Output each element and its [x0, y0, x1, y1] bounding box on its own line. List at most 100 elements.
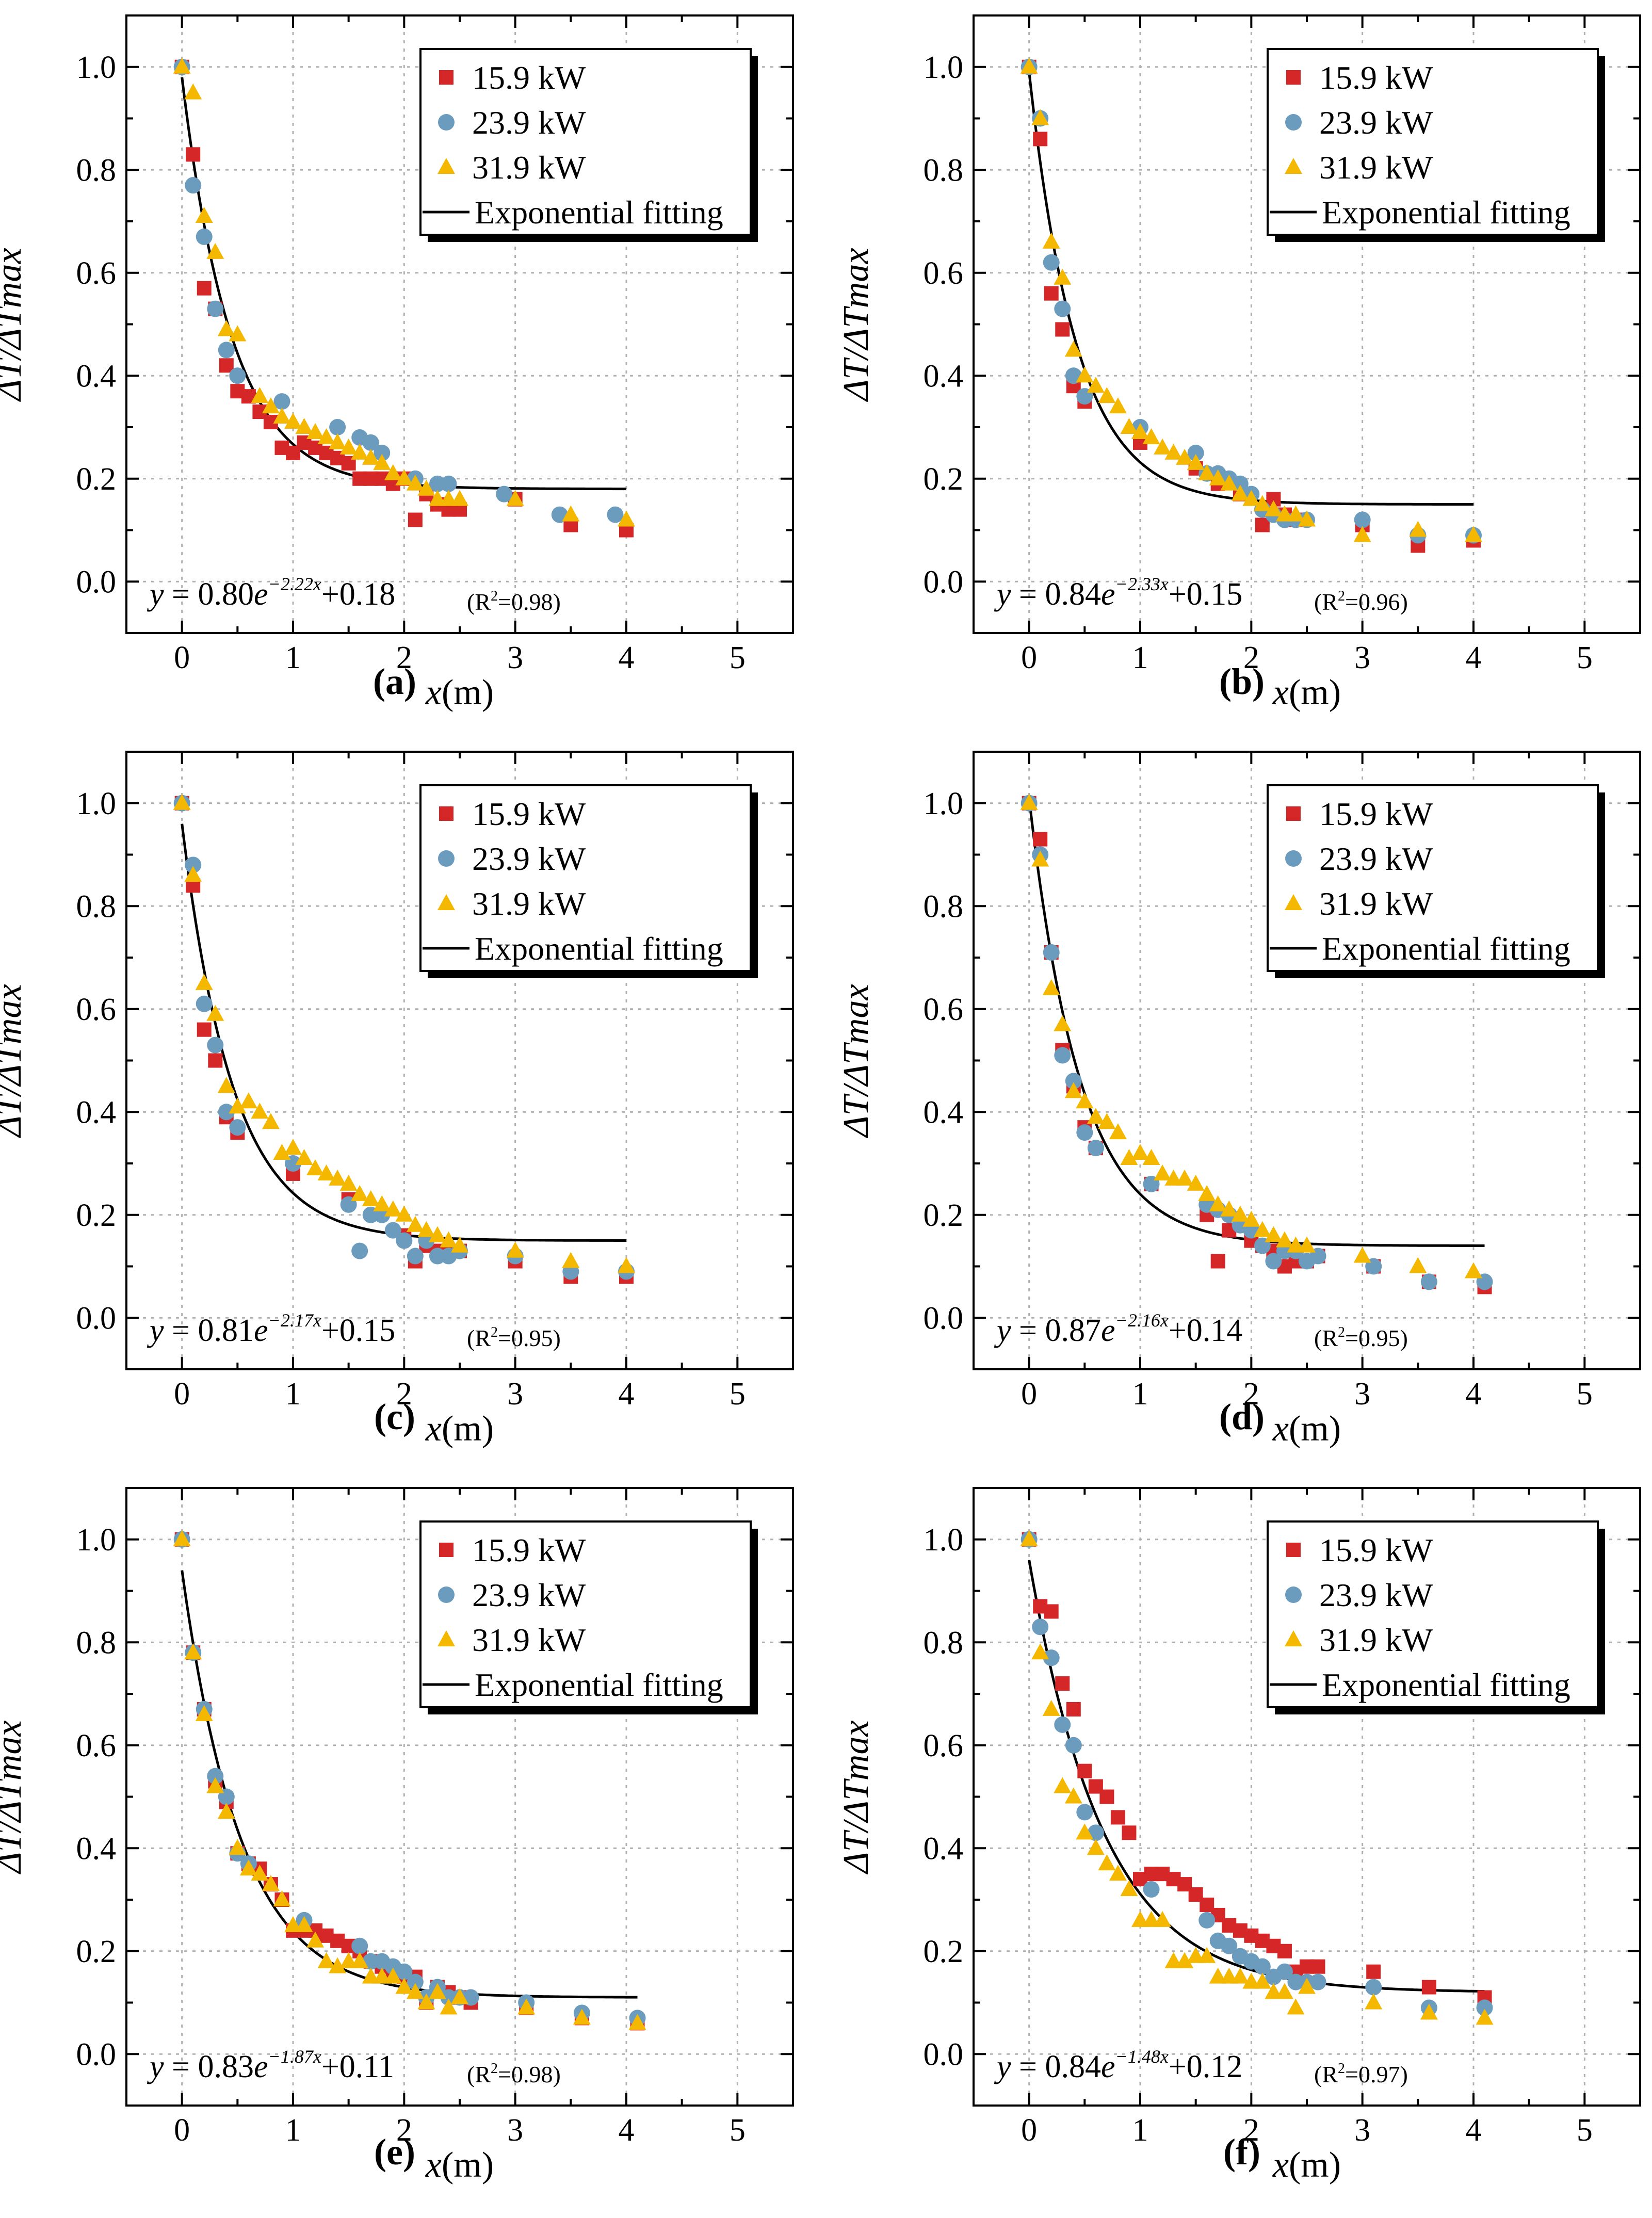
data-point-circle [229, 367, 246, 384]
r2-open: (R [467, 2061, 491, 2087]
data-point-triangle [1265, 1226, 1283, 1242]
x-tick-label: 3 [507, 1377, 523, 1412]
legend-marker-square [439, 70, 454, 85]
data-point-circle [1221, 1937, 1238, 1954]
data-point-circle [229, 1119, 246, 1136]
data-point-triangle [1253, 1221, 1271, 1237]
data-point-triangle [1465, 1262, 1482, 1278]
equation-eq: = [1011, 2049, 1045, 2084]
y-tick-label: 0.0 [924, 2037, 964, 2072]
data-point-triangle [251, 1865, 269, 1881]
equation-exponent: −2.16x [1115, 1310, 1169, 1331]
equation-e: e [1101, 1313, 1115, 1348]
x-tick-label: 4 [619, 1377, 635, 1412]
data-point-triangle [1287, 1998, 1305, 2015]
equation-e: e [254, 577, 268, 612]
x-tick-label: 1 [285, 2113, 301, 2148]
equation-a: 0.81 [198, 1313, 254, 1348]
data-point-triangle [1265, 500, 1283, 516]
x-axis-label-var: x [425, 1409, 442, 1449]
data-point-triangle [317, 1952, 335, 1968]
panel-caption: (c) [374, 1396, 415, 1437]
x-axis-label: x(m) [1272, 1409, 1341, 1449]
data-point-triangle [373, 1967, 391, 1984]
y-axis-label: ΔT/ΔTmax [0, 248, 29, 402]
data-point-triangle [1031, 109, 1049, 125]
x-axis-label-var: x [1272, 2145, 1289, 2185]
legend-box [1267, 784, 1599, 972]
r2-end: ) [1400, 589, 1407, 615]
data-point-circle [1198, 1912, 1216, 1929]
data-point-circle [1143, 1881, 1160, 1898]
data-point-triangle [1209, 1195, 1227, 1211]
data-point-triangle [1120, 1149, 1138, 1165]
data-point-triangle [1198, 1947, 1216, 1963]
panel-d: 0 1 2 3 4 5 0.0 0.2 0.4 0.6 0.8 1.0 x(m) ΔT/ΔTmax 15.9… [836, 751, 1641, 1449]
data-point-triangle [1064, 1787, 1082, 1804]
data-point-triangle [1042, 979, 1060, 995]
data-point-circle [196, 995, 213, 1012]
legend-marker-square [1286, 1543, 1301, 1557]
series-circle [1021, 1531, 1493, 2016]
data-point-triangle [1220, 474, 1238, 491]
data-point-square [1099, 1789, 1114, 1804]
x-axis-label-unit: (m) [442, 2145, 494, 2185]
y-axis-label: ΔT/ΔTmax [836, 984, 876, 1138]
data-point-triangle [329, 1169, 347, 1186]
data-point-circle [329, 419, 346, 435]
x-tick-label: 5 [730, 1377, 746, 1412]
legend-marker-triangle [1285, 158, 1302, 174]
data-point-triangle [1131, 1911, 1149, 1927]
data-point-triangle [284, 413, 302, 429]
data-point-triangle [1109, 1865, 1127, 1881]
data-point-circle [396, 1963, 413, 1980]
r2-end: ) [553, 2061, 560, 2087]
panel-caption: (a) [373, 661, 416, 702]
plot-frame [973, 751, 1641, 1370]
r2-eq: = [498, 589, 511, 615]
data-point-triangle [1187, 454, 1205, 470]
y-tick-label: 0.8 [924, 1625, 964, 1660]
legend-label: 31.9 kW [1319, 885, 1433, 922]
data-point-triangle [273, 1144, 291, 1160]
fit-equation: y = 0.84e−1.48x+0.12 [994, 2046, 1242, 2084]
y-tick-label: 0.6 [924, 1728, 964, 1763]
data-point-triangle [1265, 1983, 1283, 1999]
y-tick-label: 0.6 [924, 992, 964, 1027]
legend-label: 15.9 kW [472, 1532, 586, 1568]
data-point-circle [407, 1248, 424, 1265]
y-tick-label: 0.0 [76, 1301, 117, 1336]
data-point-triangle [1420, 2003, 1438, 2020]
equation-y: y [994, 2049, 1011, 2084]
data-point-circle [1254, 1958, 1271, 1975]
data-point-circle [1032, 1618, 1049, 1636]
data-point-triangle [1120, 418, 1138, 434]
legend-label: 23.9 kW [472, 840, 586, 877]
x-axis-label-unit: (m) [442, 1409, 494, 1449]
legend: 15.9 kW 23.9 kW 31.9 kW Exponential fitting [419, 784, 758, 978]
equation-y: y [147, 2049, 164, 2084]
data-point-triangle [1164, 443, 1183, 460]
data-point-triangle [1076, 366, 1094, 383]
data-point-triangle [217, 1077, 235, 1093]
x-tick-label: 3 [1354, 640, 1370, 675]
x-tick-label: 5 [1577, 2113, 1593, 2148]
x-tick-label: 4 [619, 640, 635, 675]
series-triangle [1020, 57, 1482, 542]
data-point-triangle [339, 438, 358, 455]
x-tick-label: 2 [396, 640, 412, 675]
x-tick-label: 1 [1132, 1377, 1148, 1412]
data-point-triangle [1042, 232, 1060, 249]
r2-sup: 2 [491, 1324, 498, 1340]
equation-c: +0.12 [1169, 2049, 1242, 2084]
equation-e: e [1101, 2049, 1115, 2084]
data-point-triangle [229, 1097, 247, 1114]
equation-exponent: −2.22x [268, 574, 321, 594]
data-point-triangle [351, 1952, 369, 1968]
data-point-triangle [306, 423, 325, 439]
data-point-circle [1276, 1963, 1293, 1980]
x-axis-label: x(m) [425, 2145, 494, 2185]
x-tick-label: 0 [1021, 2113, 1037, 2148]
data-point-circle [207, 1768, 224, 1785]
data-point-square [1033, 132, 1048, 147]
